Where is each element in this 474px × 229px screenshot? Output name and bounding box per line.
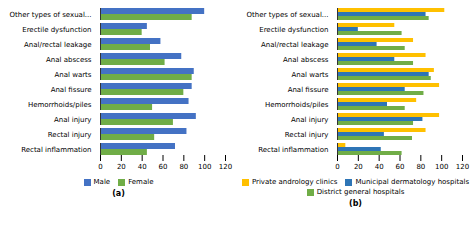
svg-text:100: 100 <box>435 163 448 171</box>
svg-text:100: 100 <box>198 163 211 171</box>
html-text:Male: Male <box>93 178 111 186</box>
svg-text:40: 40 <box>375 163 384 171</box>
svg-text:40: 40 <box>138 163 147 171</box>
html-text:Female: Female <box>128 178 154 186</box>
svg-text:Anal fissure: Anal fissure <box>288 86 329 94</box>
svg-text:Anal warts: Anal warts <box>55 71 92 79</box>
svg-text:120: 120 <box>219 163 232 171</box>
svg-text:Hemorrhoids/piles: Hemorrhoids/piles <box>265 101 329 109</box>
svg-text:0: 0 <box>335 163 339 171</box>
svg-text:0: 0 <box>98 163 102 171</box>
html-text:Municipal dermatology hospital: Municipal dermatology hospitals <box>355 178 469 186</box>
svg-text:Anal warts: Anal warts <box>292 71 329 79</box>
svg-text:60: 60 <box>396 163 405 171</box>
svg-text:120: 120 <box>456 163 469 171</box>
html-text:(b): (b) <box>349 199 362 208</box>
svg-text:Other types of sexual...: Other types of sexual... <box>247 11 329 19</box>
svg-text:Rectal injury: Rectal injury <box>285 131 329 139</box>
svg-text:Erectile dysfunction: Erectile dysfunction <box>22 26 91 34</box>
svg-text:Rectal inflammation: Rectal inflammation <box>21 146 91 154</box>
svg-text:Anal injury: Anal injury <box>291 116 328 124</box>
svg-text:Anal/rectal leakage: Anal/rectal leakage <box>24 41 91 49</box>
html-text:Private andrology clinics: Private andrology clinics <box>252 178 338 186</box>
svg-text:20: 20 <box>117 163 126 171</box>
svg-text:Anal abscess: Anal abscess <box>283 56 329 64</box>
svg-text:80: 80 <box>416 163 425 171</box>
svg-text:Anal/rectal leakage: Anal/rectal leakage <box>261 41 328 49</box>
svg-text:Rectal injury: Rectal injury <box>48 131 92 139</box>
svg-text:Anal fissure: Anal fissure <box>51 86 92 94</box>
svg-text:Rectal inflammation: Rectal inflammation <box>258 146 328 154</box>
svg-text:Hemorrhoids/piles: Hemorrhoids/piles <box>28 101 92 109</box>
svg-text:Erectile dysfunction: Erectile dysfunction <box>259 26 328 34</box>
svg-text:Anal injury: Anal injury <box>54 116 91 124</box>
svg-text:20: 20 <box>354 163 363 171</box>
svg-text:60: 60 <box>159 163 168 171</box>
svg-text:Other types of sexual...: Other types of sexual... <box>10 11 92 19</box>
html-text:District general hospitals: District general hospitals <box>316 188 405 196</box>
html-text:(a): (a) <box>112 189 125 198</box>
svg-text:Anal abscess: Anal abscess <box>46 56 92 64</box>
svg-text:80: 80 <box>179 163 188 171</box>
